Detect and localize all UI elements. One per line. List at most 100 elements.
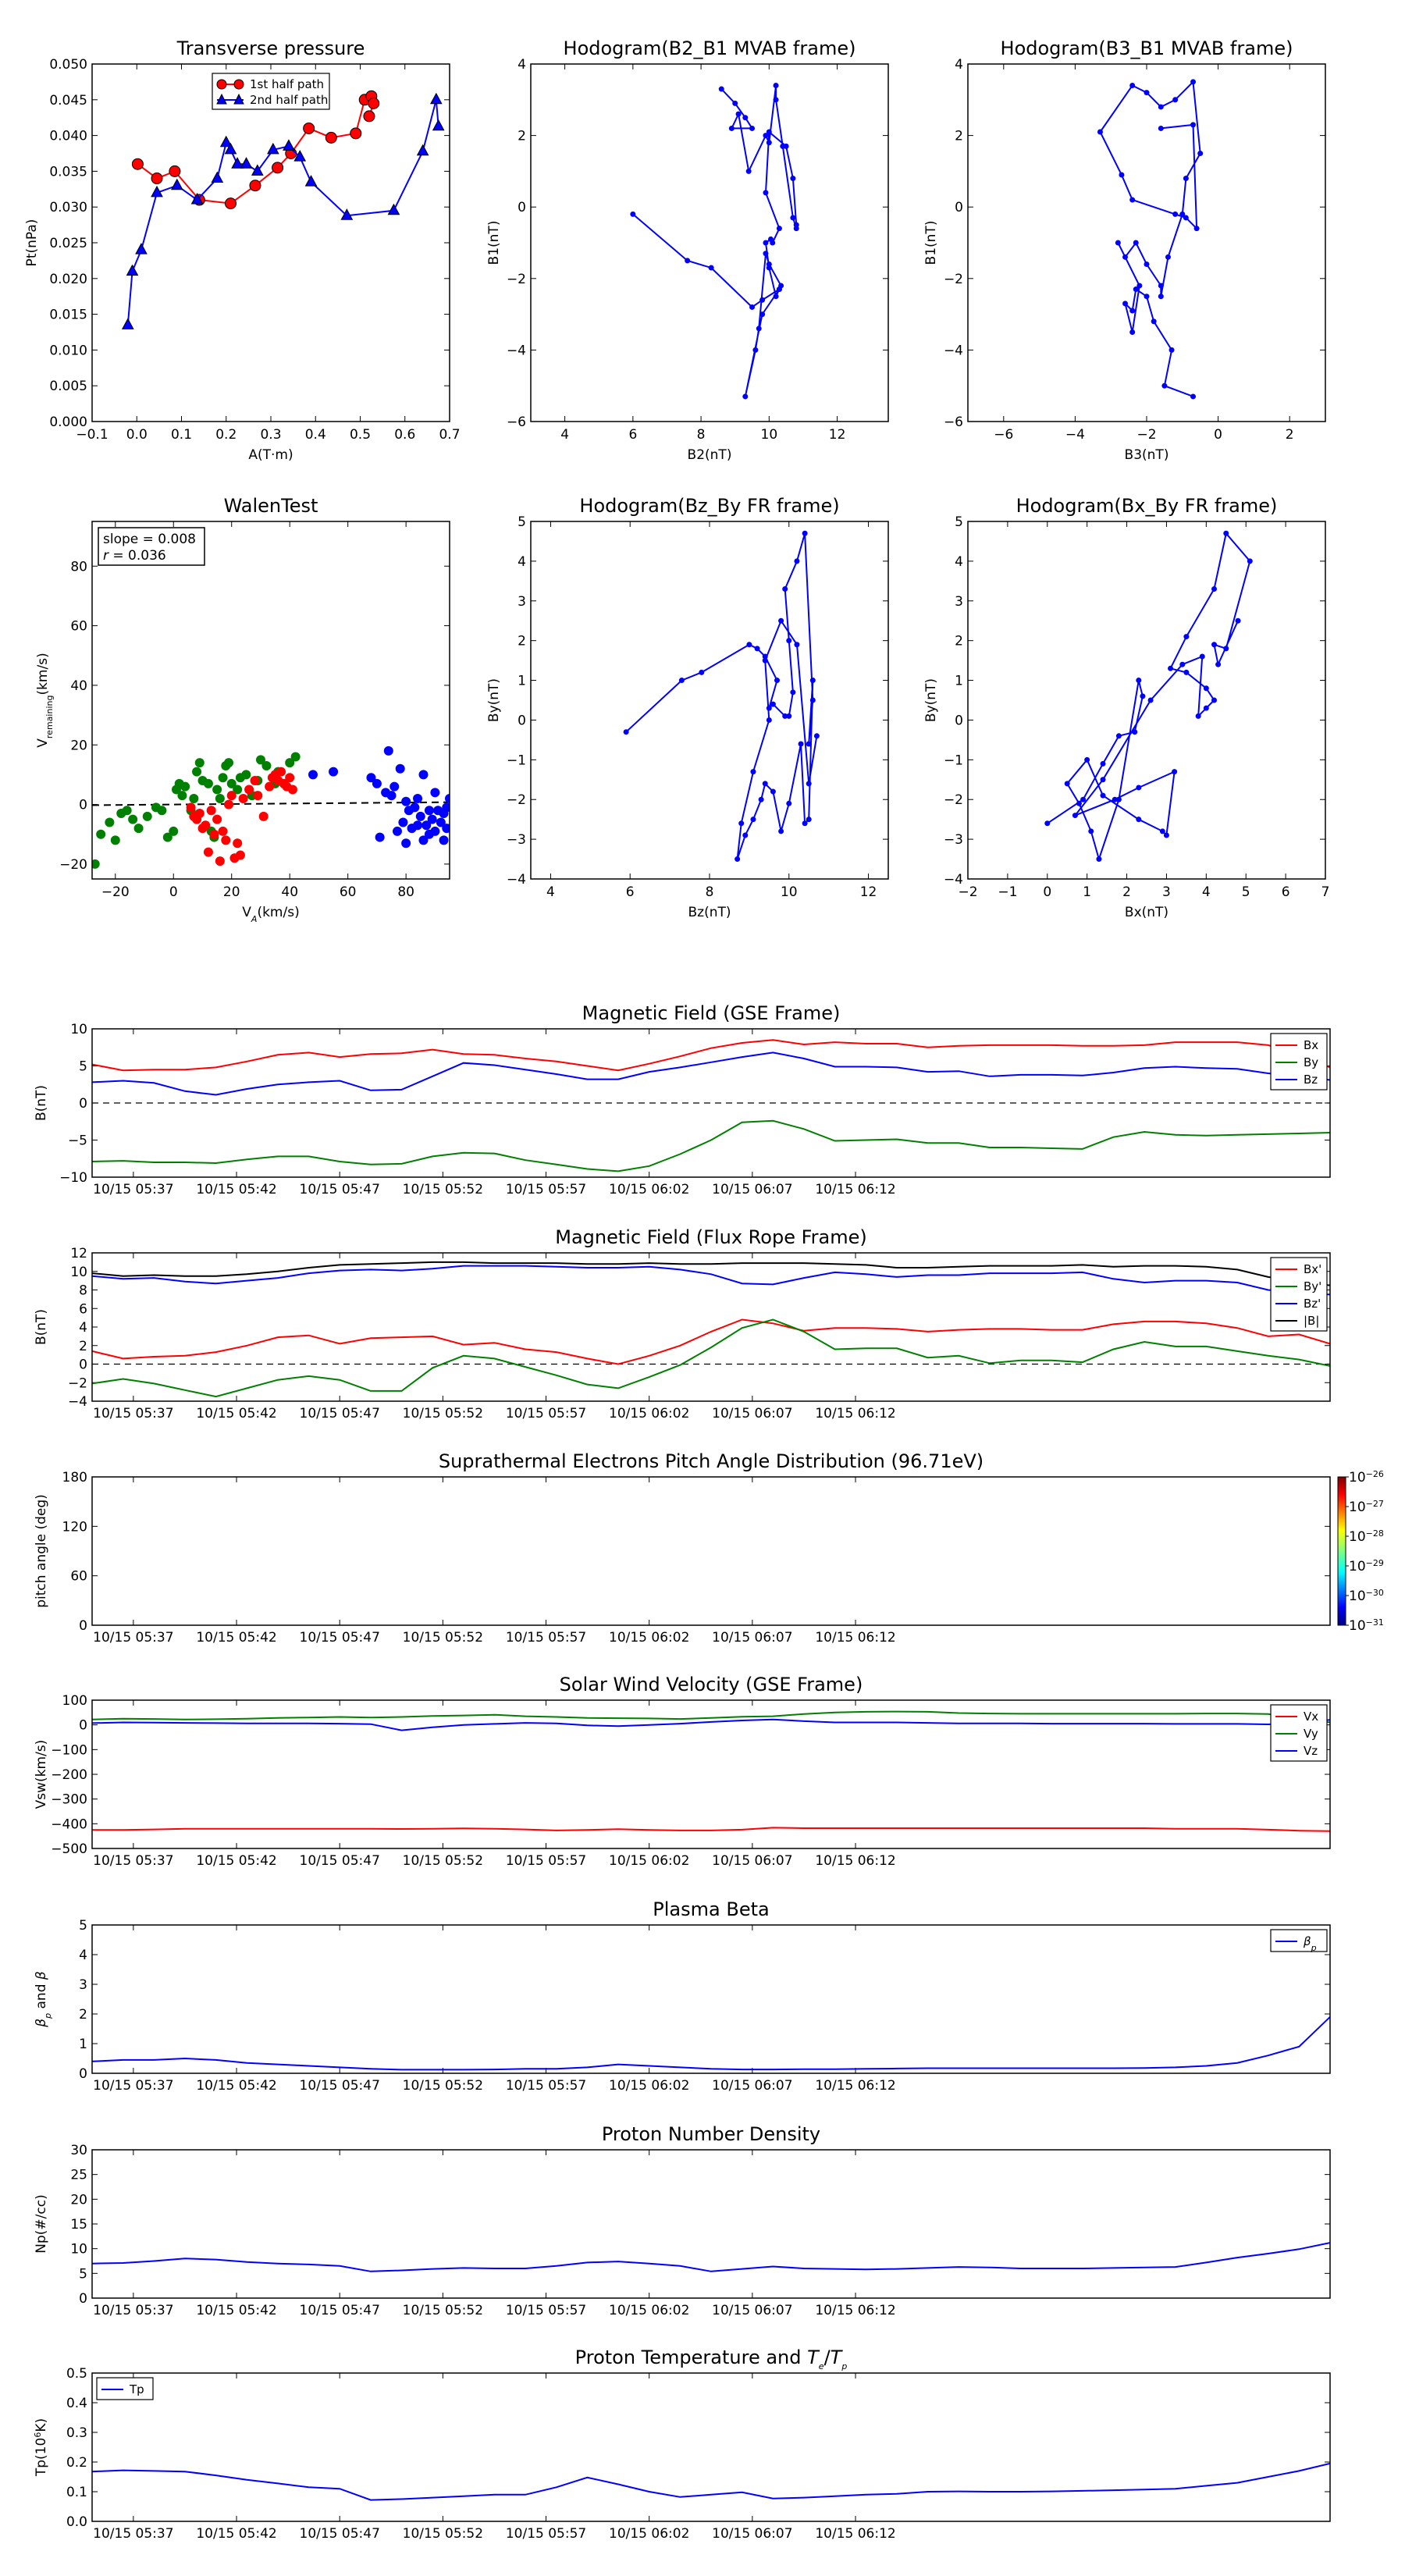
data-point bbox=[131, 158, 144, 170]
data-point bbox=[194, 758, 205, 768]
data-point bbox=[401, 796, 411, 806]
data-point bbox=[151, 185, 163, 197]
data-point bbox=[415, 811, 425, 821]
x-tick-label: 0.1 bbox=[171, 427, 192, 443]
y-tick-label: 2 bbox=[79, 2007, 87, 2023]
y-tick-label: 0.010 bbox=[49, 343, 87, 358]
data-point bbox=[1197, 151, 1204, 156]
axes-box bbox=[967, 521, 1326, 880]
x-tick-label: 10/15 05:37 bbox=[93, 1630, 173, 1646]
data-point bbox=[750, 769, 756, 775]
x-tick-label: 10/15 05:42 bbox=[196, 1406, 276, 1421]
x-tick-label: 10/15 05:52 bbox=[403, 1406, 483, 1421]
data-point bbox=[1122, 301, 1129, 307]
data-point bbox=[212, 814, 222, 824]
data-point bbox=[255, 755, 265, 765]
x-tick-label: 10/15 05:42 bbox=[196, 1182, 276, 1197]
data-point bbox=[212, 785, 222, 795]
data-point bbox=[201, 820, 211, 831]
data-point bbox=[1140, 693, 1146, 699]
data-point bbox=[272, 162, 284, 174]
data-point bbox=[1097, 129, 1103, 135]
axes-box bbox=[91, 1476, 1331, 1626]
y-tick-label: 5 bbox=[955, 514, 963, 530]
data-point bbox=[224, 197, 237, 210]
data-point bbox=[135, 243, 148, 254]
chart-title: Solar Wind Velocity (GSE Frame) bbox=[560, 1674, 863, 1695]
x-tick-label: −1 bbox=[998, 884, 1017, 900]
x-tick-label: 10/15 05:37 bbox=[93, 1182, 173, 1197]
data-point bbox=[1147, 697, 1154, 703]
x-tick-label: 10/15 05:47 bbox=[300, 2303, 380, 2318]
y-tick-label: −200 bbox=[51, 1767, 87, 1783]
x-tick-label: 10/15 05:57 bbox=[506, 2078, 586, 2094]
y-tick-label: −500 bbox=[51, 1841, 87, 1857]
y-tick-label: 5 bbox=[79, 2266, 87, 2282]
data-point bbox=[293, 150, 307, 162]
data-point bbox=[1190, 122, 1197, 128]
data-point bbox=[387, 203, 400, 215]
data-point bbox=[1158, 283, 1164, 289]
x-tick-label: 80 bbox=[397, 884, 414, 900]
data-point bbox=[366, 773, 376, 783]
data-point bbox=[445, 793, 450, 803]
data-point bbox=[1158, 104, 1164, 110]
data-point bbox=[770, 240, 776, 246]
data-point bbox=[375, 832, 385, 842]
data-point bbox=[392, 826, 402, 836]
y-axis-label: Tp(106K) bbox=[33, 2418, 50, 2477]
data-point bbox=[1100, 760, 1106, 767]
x-tick-label: 10/15 06:07 bbox=[712, 1853, 792, 1869]
chart-bgse: −10 −5 0 5 10 10/15 05:37 10/15 05:42 10/15 05:… bbox=[34, 1002, 1331, 1197]
data-point bbox=[261, 760, 272, 770]
data-point bbox=[372, 778, 382, 788]
x-tick-label: 10/15 06:02 bbox=[609, 1630, 689, 1646]
chart-title: Plasma Beta bbox=[653, 1898, 769, 1920]
x-tick-label: 10/15 06:07 bbox=[712, 2526, 792, 2542]
data-point bbox=[1199, 653, 1205, 660]
data-point bbox=[762, 657, 768, 664]
series-line bbox=[92, 1318, 1330, 1365]
data-point bbox=[436, 817, 446, 827]
x-tick-label: 10/15 05:47 bbox=[300, 1182, 380, 1197]
y-tick-label: 5 bbox=[518, 514, 526, 530]
axes-box bbox=[91, 1699, 1331, 1849]
x-tick-label: 10/15 06:02 bbox=[609, 2526, 689, 2542]
data-point bbox=[1193, 226, 1200, 232]
data-point bbox=[96, 829, 106, 839]
chart-walen: −20 0 20 40 60 80 −20 0 20 40 60 80 WalenTest slope =… bbox=[35, 495, 450, 924]
x-tick-label: 10/15 06:07 bbox=[712, 1630, 792, 1646]
data-point bbox=[1112, 796, 1118, 802]
y-tick-label: 0 bbox=[518, 713, 526, 728]
y-tick-label: 0 bbox=[79, 1718, 87, 1734]
data-point bbox=[427, 814, 437, 824]
data-point bbox=[267, 142, 279, 155]
data-point bbox=[442, 824, 450, 834]
x-tick-label: 6 bbox=[1282, 884, 1290, 900]
data-point bbox=[1129, 82, 1136, 88]
series-line bbox=[92, 1718, 1330, 1731]
x-axis-label: Bz(nT) bbox=[688, 905, 731, 920]
plot-area bbox=[92, 1039, 1330, 1172]
legend: 1st half path 2nd half path bbox=[212, 73, 330, 110]
annotation-box bbox=[98, 527, 205, 566]
x-tick-label: 0.4 bbox=[305, 427, 326, 443]
data-point bbox=[401, 838, 411, 849]
data-point bbox=[770, 701, 776, 707]
legend-label: 1st half path bbox=[250, 77, 324, 91]
x-tick-label: 8 bbox=[706, 884, 714, 900]
data-point bbox=[105, 817, 115, 827]
y-tick-label: −2 bbox=[507, 272, 526, 287]
data-point bbox=[238, 793, 248, 803]
legend-label: By' bbox=[1304, 1279, 1321, 1293]
axes-box bbox=[967, 63, 1326, 422]
data-point bbox=[128, 814, 138, 824]
y-tick-label: 4 bbox=[79, 1948, 87, 1963]
data-point bbox=[1168, 665, 1174, 671]
y-tick-label: 120 bbox=[62, 1519, 87, 1535]
y-axis-label: pitch angle (deg) bbox=[34, 1494, 49, 1608]
data-point bbox=[206, 806, 216, 816]
data-point bbox=[793, 226, 799, 232]
x-tick-label: 7 bbox=[1321, 884, 1330, 900]
